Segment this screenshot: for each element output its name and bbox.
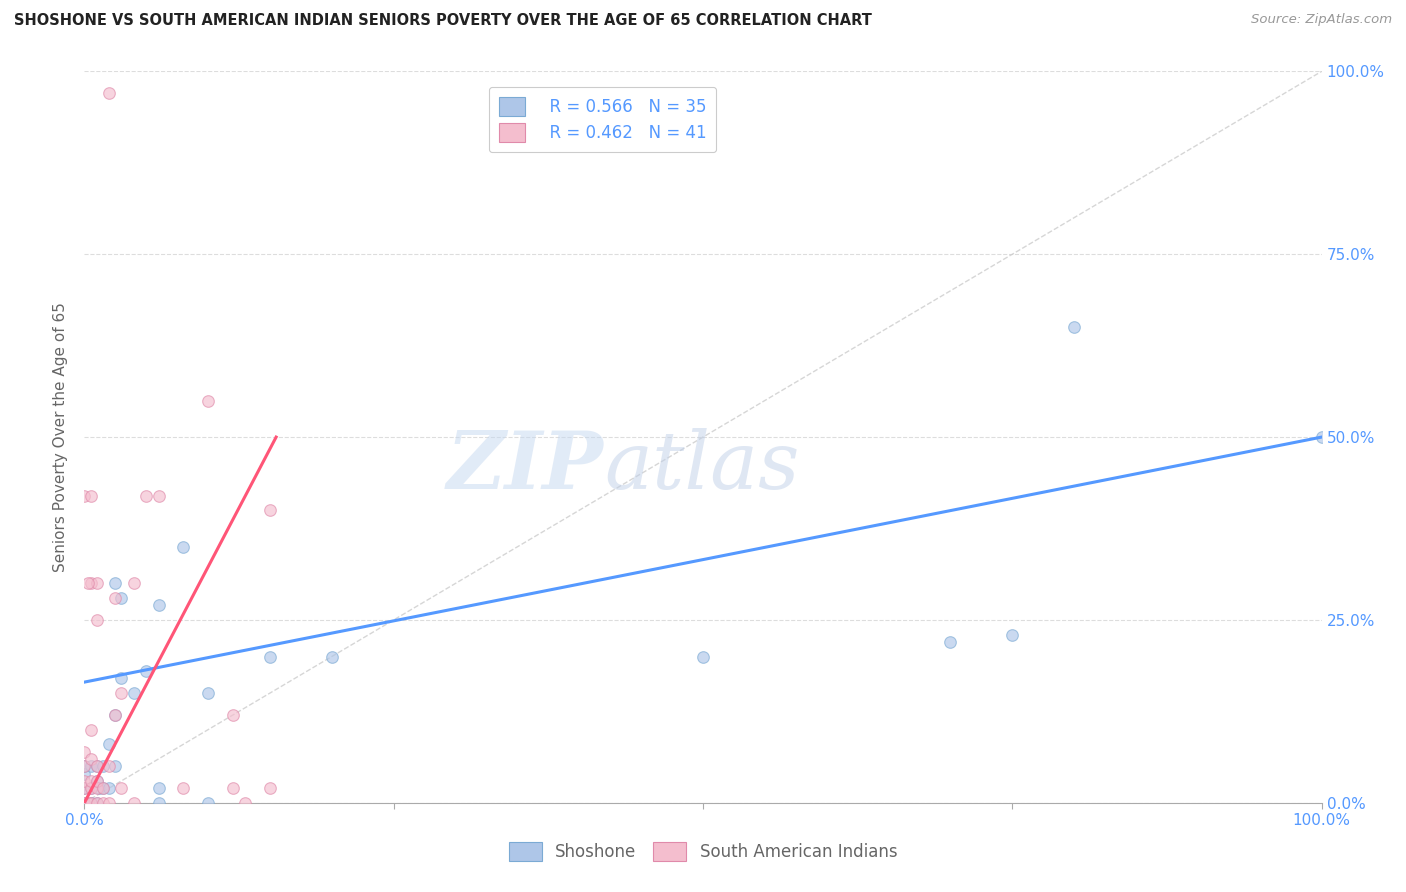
Point <box>122 796 145 810</box>
Point <box>197 796 219 810</box>
Point <box>86 796 108 810</box>
Point <box>172 781 194 796</box>
Point <box>73 489 96 503</box>
Point <box>939 635 962 649</box>
Point <box>233 796 256 810</box>
Y-axis label: Seniors Poverty Over the Age of 65: Seniors Poverty Over the Age of 65 <box>53 302 69 572</box>
Point <box>110 686 132 700</box>
Text: Source: ZipAtlas.com: Source: ZipAtlas.com <box>1251 13 1392 27</box>
Point <box>86 759 108 773</box>
Point <box>122 576 145 591</box>
Point <box>104 591 127 605</box>
Point <box>98 759 121 773</box>
Point <box>91 759 114 773</box>
Point <box>91 781 114 796</box>
Point <box>1063 320 1085 334</box>
Point <box>73 796 96 810</box>
Point <box>222 781 245 796</box>
Text: ZIP: ZIP <box>447 427 605 505</box>
Point <box>197 686 219 700</box>
Point <box>1310 430 1333 444</box>
Point <box>73 773 96 788</box>
Point <box>86 781 108 796</box>
Point <box>98 737 121 751</box>
Point <box>110 781 132 796</box>
Point <box>259 781 281 796</box>
Point <box>321 649 343 664</box>
Point <box>79 576 101 591</box>
Point <box>79 759 101 773</box>
Point <box>197 393 219 408</box>
Point <box>86 773 108 788</box>
Point <box>89 781 111 796</box>
Point <box>79 781 101 796</box>
Point <box>104 708 127 723</box>
Point <box>104 708 127 723</box>
Point <box>1001 627 1024 641</box>
Point <box>73 759 96 773</box>
Point <box>110 672 132 686</box>
Point <box>148 796 170 810</box>
Point <box>73 781 96 796</box>
Point <box>104 759 127 773</box>
Point <box>148 599 170 613</box>
Point <box>79 489 101 503</box>
Point <box>110 591 132 605</box>
Point <box>122 686 145 700</box>
Point <box>73 796 96 810</box>
Point <box>91 781 114 796</box>
Point <box>91 796 114 810</box>
Point <box>98 87 121 101</box>
Text: SHOSHONE VS SOUTH AMERICAN INDIAN SENIORS POVERTY OVER THE AGE OF 65 CORRELATION: SHOSHONE VS SOUTH AMERICAN INDIAN SENIOR… <box>14 13 872 29</box>
Point <box>148 489 170 503</box>
Point <box>86 759 108 773</box>
Text: atlas: atlas <box>605 427 800 505</box>
Point <box>86 613 108 627</box>
Point <box>79 723 101 737</box>
Point <box>135 489 157 503</box>
Point <box>73 781 96 796</box>
Point <box>86 773 108 788</box>
Point <box>135 664 157 678</box>
Point <box>77 796 100 810</box>
Point <box>98 781 121 796</box>
Point <box>79 773 101 788</box>
Point <box>86 796 108 810</box>
Point <box>222 708 245 723</box>
Point <box>104 576 127 591</box>
Point <box>79 781 101 796</box>
Point <box>259 649 281 664</box>
Point <box>79 752 101 766</box>
Point <box>86 576 108 591</box>
Point <box>148 781 170 796</box>
Point <box>77 576 100 591</box>
Point <box>73 766 96 780</box>
Point <box>692 649 714 664</box>
Point <box>79 796 101 810</box>
Point <box>98 796 121 810</box>
Legend: Shoshone, South American Indians: Shoshone, South American Indians <box>502 835 904 868</box>
Point <box>73 759 96 773</box>
Point <box>79 796 101 810</box>
Point <box>73 745 96 759</box>
Point <box>259 503 281 517</box>
Point <box>172 540 194 554</box>
